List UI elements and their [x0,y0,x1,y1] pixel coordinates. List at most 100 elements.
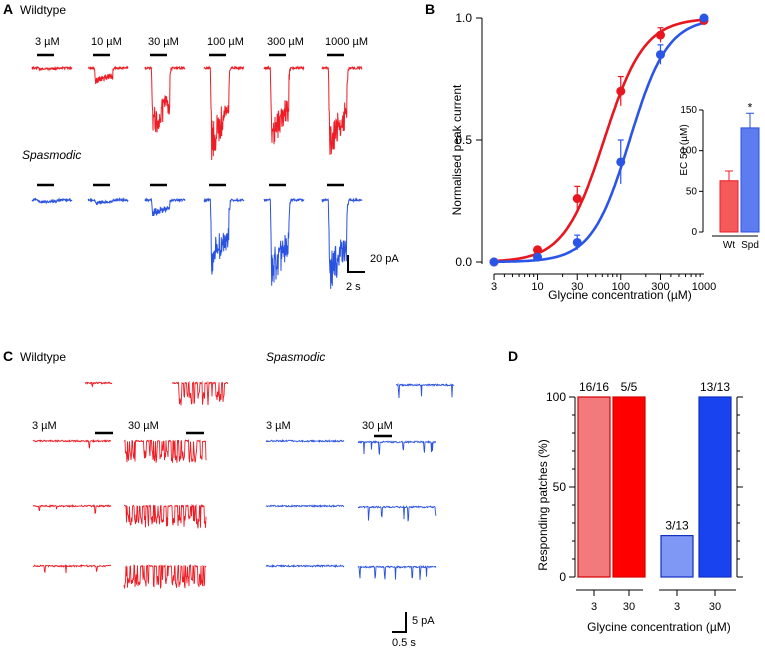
single-channel-trace [123,439,207,463]
single-channel-trace [265,439,345,444]
panel-a-conc-label: 10 µM [91,36,122,48]
panel-c: C Wildtype Spasmodic 3 µM 30 µM 3 µM 30 … [3,348,455,649]
single-channel-trace [123,563,207,589]
single-channel-trace [265,504,345,508]
inset-y-tick-label: 50 [686,186,698,197]
panel-a-wildtype-title: Wildtype [20,3,66,17]
single-channel-trace [357,440,437,455]
x-tick-label: 300 [651,281,669,293]
current-trace [263,65,305,145]
bar [698,396,732,578]
inset-y-axis-label: EC 50 (µM) [679,124,690,175]
data-point [572,194,582,204]
single-channel-trace [84,381,113,388]
y-tick-label: 0 [559,570,566,584]
current-trace [87,197,129,206]
bar-count-label: 16/16 [579,380,609,394]
x-tick-label: 10 [531,281,543,293]
bar-count-label: 5/5 [621,380,638,394]
panel-c-label: C [3,348,13,364]
current-trace [263,197,305,286]
panel-c-spd-3um-label: 3 µM [266,420,291,432]
data-point [572,237,582,247]
single-channel-trace [32,503,112,515]
x-tick-label: 100 [612,281,630,293]
panel-d-y-axis-label: Responding patches (%) [536,439,550,570]
inset-significance-marker: * [748,100,753,114]
data-point [533,245,543,255]
current-trace [321,65,363,155]
inset-y-tick-label: 100 [680,146,697,157]
panel-d-axes: 0 50 100 3 30 3 30 [546,390,743,613]
y-tick-label: 0.5 [455,133,472,147]
panel-d-label-text: D [508,348,518,364]
panel-a-label: A [3,1,13,17]
panel-c-scale-bar: 5 pA 0.5 s [392,612,435,649]
panel-a-conc-label: 300 µM [267,36,304,48]
data-point [533,252,543,262]
current-trace [31,197,73,205]
panel-c-wt-30um-label: 30 µM [128,420,159,432]
single-channel-trace [265,563,345,569]
inset-bar [719,180,739,233]
panel-b-y-axis-label: Normalised peak current [450,84,464,215]
panel-c-wildtype-title: Wildtype [20,350,66,364]
inset-y-tick-label: 0 [691,227,697,238]
panel-b-axes: 0.00.51.03 10 30 100 300 1000 [455,11,716,293]
panel-a-conc-label: 30 µM [148,36,179,48]
panel-b-curves [493,18,705,264]
data-point [699,13,709,23]
panel-a-conc-label: 3 µM [35,36,60,48]
single-channel-trace [171,380,229,406]
panel-c-scale-y-label: 5 pA [412,615,435,627]
panel-a-mutant-title: Spasmodic [22,148,81,162]
panel-c-scale-x-label: 0.5 s [392,637,416,649]
inset-bar [740,127,760,233]
panel-c-application-bars [95,431,392,438]
panel-a-concentration-labels: 3 µM 10 µM 30 µM 100 µM 300 µM 1000 µM [35,36,368,187]
data-point [655,50,665,60]
panel-b-inset-chart: EC 50 (µM) 0 50 100 150 Wt Spd * [679,100,760,251]
panel-c-mutant-title: Spasmodic [266,350,325,364]
single-channel-trace [33,563,112,574]
panel-c-single-channel-traces [32,380,455,589]
current-trace [203,65,245,161]
panel-b-points [489,13,709,267]
inset-x-tick-label: Spd [741,240,759,251]
panel-a-conc-label: 1000 µM [325,36,368,48]
x-tick-label: 3 [591,601,597,613]
bar [612,396,646,578]
panel-a-wildtype-traces [31,65,363,161]
bar-count-label: 13/13 [700,380,730,394]
data-point [616,157,626,167]
current-trace [321,197,363,289]
current-trace [31,65,73,72]
bar [660,534,694,578]
data-point [655,30,665,40]
single-channel-trace [32,438,112,449]
inset-x-tick-label: Wt [723,240,735,251]
panel-d-bars: 16/16 5/5 3/13 13/13 [577,380,732,578]
single-channel-trace [123,503,207,529]
current-trace [144,197,186,217]
panel-a-mutant-traces [31,197,363,289]
y-tick-label: 100 [546,390,566,404]
panel-a-scale-bar: 20 pA 2 s [346,253,399,293]
panel-b-x-axis-label: Glycine concentration (µM) [548,288,692,302]
fit-curve [493,18,705,263]
panel-c-spd-30um-label: 30 µM [362,420,393,432]
y-tick-label: 50 [553,480,567,494]
single-channel-trace [396,382,455,399]
single-channel-trace [357,505,437,522]
y-tick-label: 0.0 [455,255,472,269]
bar-count-label: 3/13 [665,519,689,533]
x-tick-label: 30 [623,601,635,613]
x-tick-label: 1000 [692,281,716,293]
x-tick-label: 30 [571,281,583,293]
x-tick-label: 3 [674,601,680,613]
panel-a-conc-label: 100 µM [207,36,244,48]
panel-a-scale-x-label: 2 s [346,281,361,293]
panel-d-x-axis-label: Glycine concentration (µM) [587,620,731,634]
